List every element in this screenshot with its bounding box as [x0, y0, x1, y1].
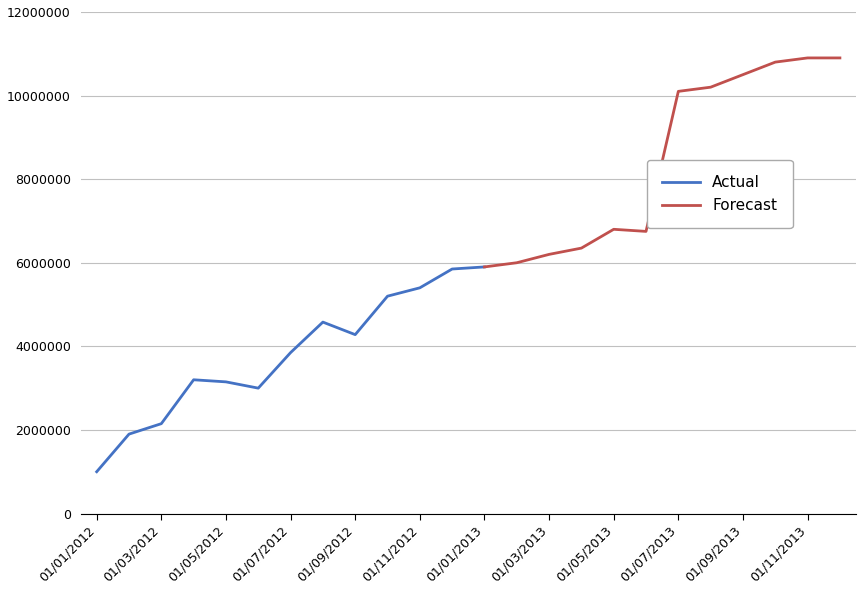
Forecast: [608, 226, 619, 233]
Actual: [123, 431, 134, 438]
Forecast: [803, 54, 813, 61]
Line: Actual: Actual: [97, 267, 484, 472]
Forecast: [673, 88, 683, 95]
Actual: [479, 264, 489, 271]
Actual: [318, 319, 328, 326]
Actual: [382, 293, 393, 300]
Line: Forecast: Forecast: [484, 58, 840, 267]
Forecast: [738, 71, 748, 78]
Forecast: [835, 54, 845, 61]
Actual: [253, 385, 263, 392]
Forecast: [705, 84, 715, 91]
Actual: [221, 378, 231, 385]
Forecast: [641, 228, 652, 235]
Forecast: [479, 264, 489, 271]
Actual: [156, 420, 167, 427]
Actual: [286, 349, 296, 356]
Forecast: [544, 251, 554, 258]
Forecast: [770, 59, 780, 66]
Actual: [350, 331, 361, 338]
Actual: [188, 376, 198, 384]
Forecast: [576, 245, 587, 252]
Legend: Actual, Forecast: Actual, Forecast: [646, 160, 792, 228]
Forecast: [512, 259, 522, 267]
Actual: [91, 468, 102, 475]
Actual: [414, 284, 425, 291]
Actual: [447, 265, 457, 272]
